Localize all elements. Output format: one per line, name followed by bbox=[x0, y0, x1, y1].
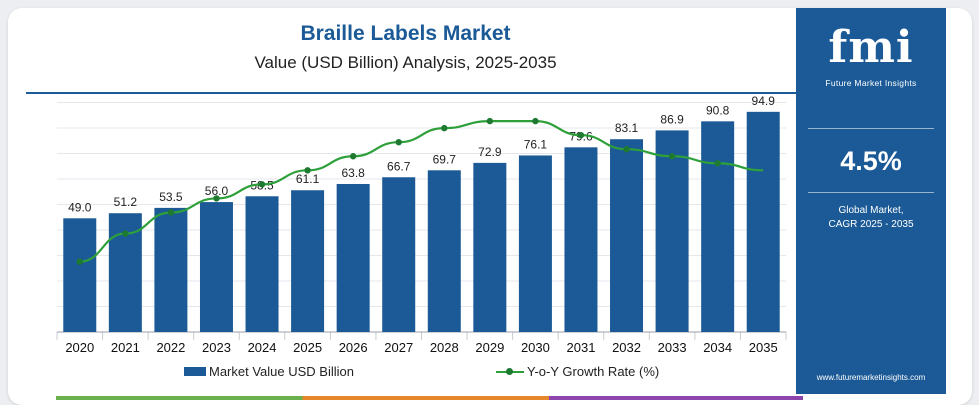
bottom-color-strip bbox=[56, 396, 803, 400]
bar-value-label: 86.9 bbox=[660, 112, 684, 126]
cagr-label-line1: Global Market, bbox=[838, 205, 904, 216]
growth-rate-point bbox=[122, 230, 129, 237]
x-tick-label: 2035 bbox=[749, 340, 778, 355]
bar-value-label: 94.9 bbox=[752, 94, 776, 108]
growth-rate-point bbox=[258, 181, 266, 188]
bar-value-label: 61.1 bbox=[296, 172, 320, 186]
x-tick-label: 2030 bbox=[521, 340, 550, 355]
growth-rate-point bbox=[623, 146, 630, 153]
growth-rate-point bbox=[668, 153, 676, 160]
growth-rate-point bbox=[395, 138, 402, 146]
legend: Market Value USD Billion Y-o-Y Growth Ra… bbox=[8, 364, 803, 382]
bar-value-label: 69.7 bbox=[433, 152, 457, 166]
bar-2033 bbox=[655, 130, 689, 332]
x-tick-label: 2024 bbox=[248, 340, 277, 355]
legend-bar-label: Market Value USD Billion bbox=[209, 364, 354, 379]
growth-rate-point bbox=[213, 195, 220, 202]
x-tick-label: 2033 bbox=[658, 340, 687, 355]
legend-item-market-value: Market Value USD Billion bbox=[184, 364, 354, 379]
growth-rate-point bbox=[304, 167, 311, 174]
website-url: www.futuremarketinsights.com bbox=[816, 373, 926, 382]
cagr-value: 4.5% bbox=[840, 146, 902, 176]
growth-rate-point bbox=[167, 209, 175, 216]
bar-value-label: 53.5 bbox=[159, 190, 183, 204]
x-tick-label: 2025 bbox=[293, 340, 322, 355]
bar-2029 bbox=[473, 162, 507, 332]
x-tick-label: 2031 bbox=[567, 340, 596, 355]
legend-bar-swatch bbox=[184, 367, 206, 376]
x-tick-label: 2023 bbox=[202, 340, 231, 355]
growth-rate-line bbox=[79, 119, 764, 263]
bar-value-label: 72.9 bbox=[478, 145, 502, 159]
legend-line-label: Y-o-Y Growth Rate (%) bbox=[527, 364, 660, 379]
bar-2028 bbox=[427, 170, 461, 332]
bar-value-label: 66.7 bbox=[387, 159, 411, 173]
bar-value-label: 83.1 bbox=[615, 121, 639, 135]
x-tick-label: 2034 bbox=[703, 340, 732, 355]
bar-2027 bbox=[382, 177, 416, 332]
x-tick-label: 2022 bbox=[156, 340, 185, 355]
bar-2031 bbox=[564, 147, 598, 332]
x-tick-label: 2026 bbox=[339, 340, 368, 355]
growth-rate-point bbox=[532, 117, 539, 125]
sidebar-panel: fmi Future Market Insights 4.5% Global M… bbox=[796, 8, 946, 394]
growth-rate-point bbox=[714, 160, 721, 167]
chart-title: Braille Labels Market bbox=[300, 22, 511, 45]
growth-rate-point bbox=[349, 153, 357, 160]
growth-rate-point bbox=[486, 117, 494, 125]
bar-2020 bbox=[63, 218, 97, 332]
bar-2023 bbox=[199, 202, 233, 332]
bar-value-label: 76.1 bbox=[524, 137, 548, 151]
x-tick-label: 2028 bbox=[430, 340, 459, 355]
bar-value-label: 90.8 bbox=[706, 103, 730, 117]
sidebar-divider-top bbox=[808, 128, 934, 129]
bar-2030 bbox=[518, 155, 552, 332]
growth-rate-point bbox=[76, 258, 83, 265]
x-tick-label: 2032 bbox=[612, 340, 641, 355]
bar-2032 bbox=[610, 139, 644, 332]
bar-value-label: 49.0 bbox=[68, 200, 92, 214]
bar-2035 bbox=[746, 111, 780, 332]
legend-item-growth-rate: Y-o-Y Growth Rate (%) bbox=[496, 364, 659, 379]
bar-2034 bbox=[701, 121, 735, 333]
bar-2025 bbox=[291, 190, 325, 332]
x-tick-label: 2021 bbox=[111, 340, 140, 355]
bar-value-label: 63.8 bbox=[341, 166, 365, 180]
legend-line-swatch bbox=[496, 367, 524, 375]
cagr-label-line2: CAGR 2025 - 2035 bbox=[828, 219, 914, 230]
x-tick-label: 2027 bbox=[384, 340, 413, 355]
x-tick-label: 2020 bbox=[65, 340, 94, 355]
bar-2022 bbox=[154, 207, 188, 332]
bar-value-label: 51.2 bbox=[114, 195, 138, 209]
growth-rate-point bbox=[577, 131, 585, 139]
bar-2024 bbox=[245, 196, 279, 332]
bar-2026 bbox=[336, 183, 370, 332]
growth-rate-point bbox=[441, 124, 448, 132]
x-tick-label: 2029 bbox=[475, 340, 504, 355]
logo-tagline: Future Market Insights bbox=[825, 78, 917, 88]
bar-value-label: 56.0 bbox=[205, 184, 229, 198]
cagr-label: Global Market, CAGR 2025 - 2035 bbox=[796, 204, 946, 232]
chart-subtitle: Value (USD Billion) Analysis, 2025-2035 bbox=[254, 53, 557, 72]
fmi-logo: fmi bbox=[828, 22, 914, 73]
title-divider bbox=[26, 92, 803, 94]
sidebar-divider-bottom bbox=[808, 192, 934, 193]
